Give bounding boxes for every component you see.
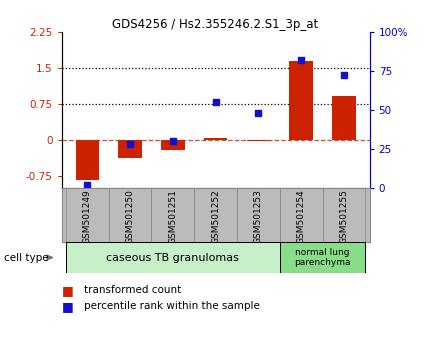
Bar [194,188,237,242]
Text: GSM501249: GSM501249 [83,189,92,244]
Point [255,110,262,116]
Text: transformed count: transformed count [84,285,181,295]
Bar [332,96,356,140]
Title: GDS4256 / Hs2.355246.2.S1_3p_at: GDS4256 / Hs2.355246.2.S1_3p_at [113,18,319,31]
Bar [290,61,313,140]
Bar [280,242,365,273]
Text: GSM501255: GSM501255 [339,189,348,244]
Bar [161,140,185,150]
Bar [66,188,109,242]
Point [169,138,176,144]
Point [212,99,219,105]
Text: GSM501252: GSM501252 [211,189,220,244]
Bar [280,188,323,242]
Bar [109,188,151,242]
Text: ■: ■ [62,300,77,313]
Bar [237,188,280,242]
Text: caseous TB granulomas: caseous TB granulomas [106,252,239,263]
Text: GSM501251: GSM501251 [169,189,177,244]
Bar [246,140,270,141]
Bar [204,138,227,140]
Bar [118,140,142,158]
Point [127,141,134,147]
Bar [66,242,280,273]
Text: percentile rank within the sample: percentile rank within the sample [84,301,260,311]
Point [297,57,304,63]
Text: cell type: cell type [4,252,49,263]
Text: GSM501253: GSM501253 [254,189,263,244]
Bar [151,188,194,242]
Bar [76,140,99,181]
Text: normal lung
parenchyma: normal lung parenchyma [294,248,351,267]
Text: GSM501250: GSM501250 [125,189,135,244]
Bar [323,188,365,242]
Point [84,182,91,187]
Text: GSM501254: GSM501254 [297,189,306,244]
Text: ■: ■ [62,284,77,297]
Point [341,73,348,78]
